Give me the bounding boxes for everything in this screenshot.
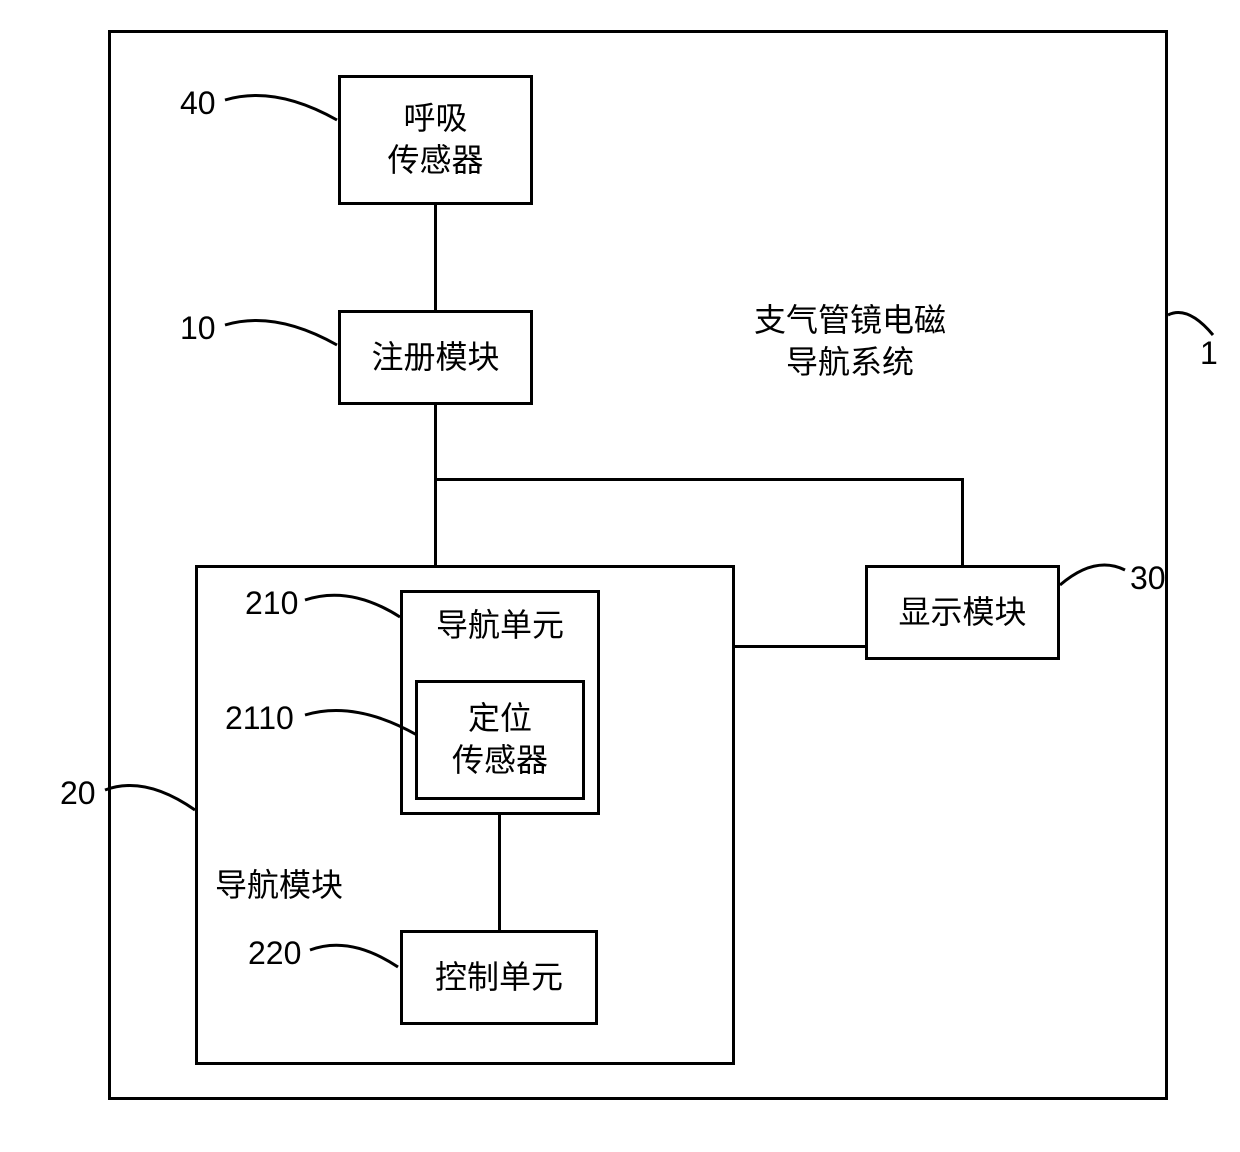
ref-10: 10 xyxy=(180,310,216,347)
leader-220 xyxy=(310,935,405,985)
diagram-canvas: 支气管镜电磁 导航系统 1 呼吸 传感器 40 注册模块 10 显示模块 30 … xyxy=(0,0,1240,1152)
sensor40-line1: 呼吸 xyxy=(403,98,467,140)
leader-30 xyxy=(1060,555,1130,605)
leader-10 xyxy=(225,310,340,360)
ref-30: 30 xyxy=(1130,560,1166,597)
ctrl220-label: 控制单元 xyxy=(435,957,563,999)
ref-220: 220 xyxy=(248,935,301,972)
system-title: 支气管镜电磁 导航系统 xyxy=(720,300,980,383)
conn-10-20-v xyxy=(434,405,437,565)
box-ctrl220: 控制单元 xyxy=(400,930,598,1025)
leader-1 xyxy=(1168,300,1228,360)
leader-20 xyxy=(105,775,200,825)
reg10-label: 注册模块 xyxy=(371,337,499,379)
title-line1: 支气管镜电磁 xyxy=(754,302,946,338)
leader-2110 xyxy=(305,700,420,750)
box-possensor2110: 定位 传感器 xyxy=(415,680,585,800)
box-reg10: 注册模块 xyxy=(338,310,533,405)
disp30-label: 显示模块 xyxy=(898,592,1026,634)
leader-40 xyxy=(225,85,340,135)
title-line2: 导航系统 xyxy=(786,344,914,380)
sensor40-line2: 传感器 xyxy=(387,140,483,182)
ref-1: 1 xyxy=(1200,335,1218,372)
navunit210-label: 导航单元 xyxy=(400,605,600,647)
ref-20: 20 xyxy=(60,775,96,812)
conn-10-30-v xyxy=(961,478,964,565)
leader-210 xyxy=(305,585,405,635)
possensor2110-line1: 定位 xyxy=(468,698,532,740)
conn-210-30 xyxy=(735,645,865,648)
ref-210: 210 xyxy=(245,585,298,622)
conn-40-10 xyxy=(434,205,437,310)
ref-2110: 2110 xyxy=(225,700,294,737)
conn-10-30-h xyxy=(434,478,964,481)
box-sensor40: 呼吸 传感器 xyxy=(338,75,533,205)
ref-40: 40 xyxy=(180,85,216,122)
nav20-label: 导航模块 xyxy=(215,865,343,907)
possensor2110-line2: 传感器 xyxy=(452,740,548,782)
conn-210-220 xyxy=(498,815,501,930)
box-disp30: 显示模块 xyxy=(865,565,1060,660)
